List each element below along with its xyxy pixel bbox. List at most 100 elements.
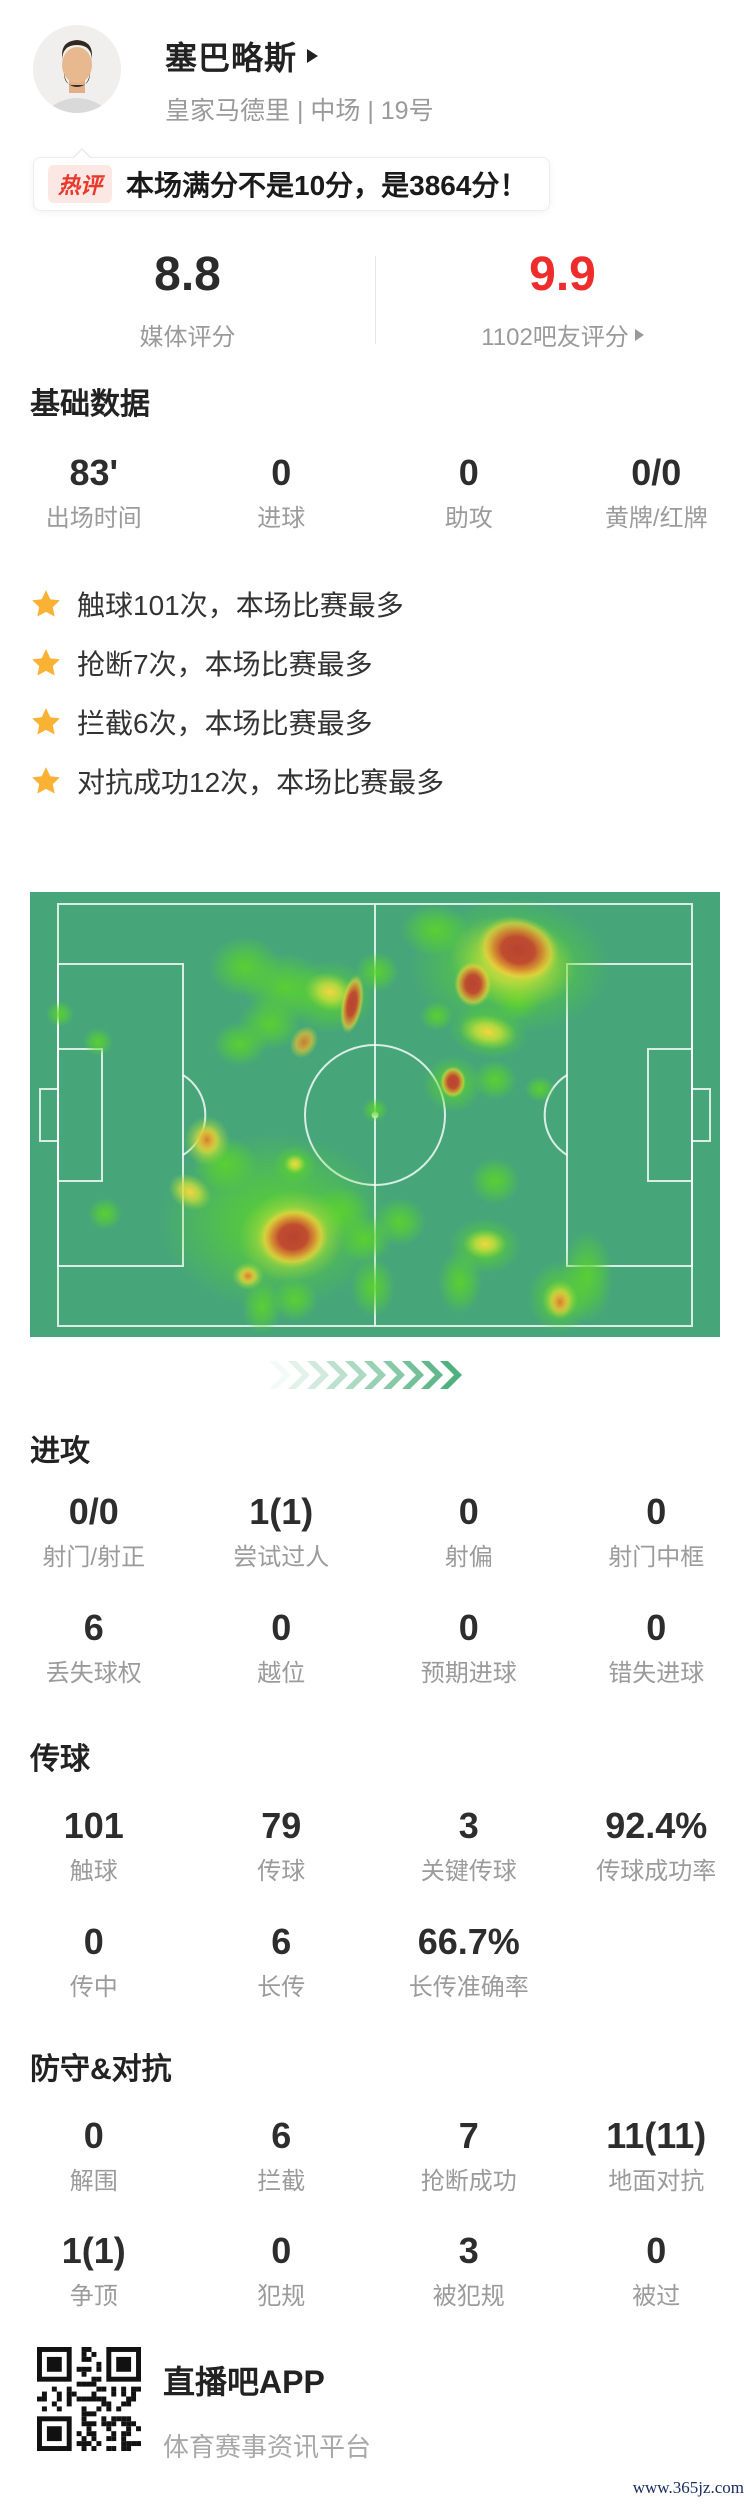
attack-direction-indicator — [0, 1361, 750, 1389]
section-title-passing: 传球 — [30, 1743, 750, 1776]
app-description: 体育赛事资讯平台 — [163, 2427, 371, 2464]
stat-value: 0 — [375, 455, 563, 491]
stat-value: 0 — [563, 2233, 750, 2269]
player-team-info: 皇家马德里 | 中场 | 19号 — [165, 91, 434, 127]
stat-cell: 0 解围 — [0, 2118, 188, 2195]
hot-comment-banner: 热评 本场满分不是10分，是3864分！ — [33, 157, 550, 211]
media-rating-value: 8.8 — [0, 251, 375, 299]
stat-label: 犯规 — [188, 2284, 376, 2310]
stat-cell: 0 犯规 — [188, 2233, 376, 2310]
stat-label: 被过 — [563, 2284, 750, 2310]
stat-label: 传球 — [188, 1859, 376, 1885]
stat-label: 丢失球权 — [0, 1661, 188, 1687]
stat-label: 预期进球 — [375, 1661, 563, 1687]
section-title-basic: 基础数据 — [30, 388, 750, 421]
hot-comment-text: 本场满分不是10分，是3864分！ — [126, 164, 527, 204]
stat-value: 0 — [563, 1610, 750, 1646]
stat-cell: 0 被过 — [563, 2233, 750, 2310]
stat-label: 越位 — [188, 1661, 376, 1687]
chevron-right-icon — [307, 49, 318, 63]
stat-label: 射门中框 — [563, 1545, 750, 1571]
player-avatar-image — [33, 25, 121, 113]
stat-label: 射偏 — [375, 1545, 563, 1571]
qr-code — [37, 2347, 141, 2451]
player-name-row[interactable]: 塞巴略斯 — [165, 33, 434, 79]
stat-label: 进球 — [188, 506, 376, 532]
stat-label: 触球 — [0, 1859, 188, 1885]
stat-value: 11(11) — [563, 2118, 750, 2154]
stat-label: 出场时间 — [0, 506, 188, 532]
star-icon — [30, 765, 62, 797]
stat-cell: 6 长传 — [188, 1924, 376, 2001]
section-title-defense: 防守&对抗 — [30, 2053, 750, 2086]
stat-label: 传中 — [0, 1975, 188, 2001]
stat-label: 传球成功率 — [563, 1859, 750, 1885]
highlight-item: 触球101次，本场比赛最多 — [30, 574, 750, 633]
stat-cell: 0 射偏 — [375, 1494, 563, 1571]
stat-label: 射门/射正 — [0, 1545, 188, 1571]
media-rating-label: 媒体评分 — [0, 317, 375, 352]
stat-label: 长传 — [188, 1975, 376, 2001]
fans-rating-label[interactable]: 1102吧友评分 — [375, 317, 750, 352]
stat-value: 1(1) — [0, 2233, 188, 2269]
fans-rating: 9.9 1102吧友评分 — [375, 251, 750, 352]
stat-label: 错失进球 — [563, 1661, 750, 1687]
stat-cell: 11(11) 地面对抗 — [563, 2118, 750, 2195]
heatmap-pitch — [30, 892, 720, 1337]
highlights-list: 触球101次，本场比赛最多抢断7次，本场比赛最多拦截6次，本场比赛最多对抗成功1… — [30, 574, 750, 810]
stat-value: 0 — [188, 2233, 376, 2269]
stat-cell: 0 传中 — [0, 1924, 188, 2001]
stat-cell: 0 预期进球 — [375, 1610, 563, 1687]
stat-label: 抢断成功 — [375, 2169, 563, 2195]
stat-label: 黄牌/红牌 — [563, 506, 750, 532]
media-rating: 8.8 媒体评分 — [0, 251, 375, 352]
highlight-text: 抢断7次，本场比赛最多 — [77, 643, 373, 683]
stat-value: 0/0 — [0, 1494, 188, 1530]
stat-value: 92.4% — [563, 1808, 750, 1844]
stat-label: 解围 — [0, 2169, 188, 2195]
arrow-right-icon — [635, 329, 644, 341]
stat-value: 7 — [375, 2118, 563, 2154]
fans-rating-label-text: 1102吧友评分 — [481, 317, 629, 352]
highlight-item: 抢断7次，本场比赛最多 — [30, 633, 750, 692]
fans-rating-value: 9.9 — [375, 251, 750, 299]
star-icon — [30, 647, 62, 679]
stat-value: 6 — [188, 1924, 376, 1960]
stat-value: 0 — [0, 2118, 188, 2154]
highlight-item: 拦截6次，本场比赛最多 — [30, 692, 750, 751]
stat-value: 0 — [375, 1494, 563, 1530]
stat-label: 地面对抗 — [563, 2169, 750, 2195]
highlight-text: 对抗成功12次，本场比赛最多 — [77, 761, 444, 801]
stat-label: 关键传球 — [375, 1859, 563, 1885]
ratings-divider — [375, 256, 376, 344]
heatmap — [30, 892, 720, 1337]
ratings-row: 8.8 媒体评分 9.9 1102吧友评分 — [0, 251, 750, 352]
stat-cell: 92.4% 传球成功率 — [563, 1808, 750, 1885]
highlight-text: 拦截6次，本场比赛最多 — [77, 702, 373, 742]
stat-value: 66.7% — [375, 1924, 563, 1960]
stat-cell: 0/0 射门/射正 — [0, 1494, 188, 1571]
stat-cell — [563, 1924, 750, 2001]
stat-value: 0 — [0, 1924, 188, 1960]
stat-value: 3 — [375, 1808, 563, 1844]
stat-value: 3 — [375, 2233, 563, 2269]
stat-value: 0 — [375, 1610, 563, 1646]
chevron-right-icons — [269, 1361, 481, 1389]
